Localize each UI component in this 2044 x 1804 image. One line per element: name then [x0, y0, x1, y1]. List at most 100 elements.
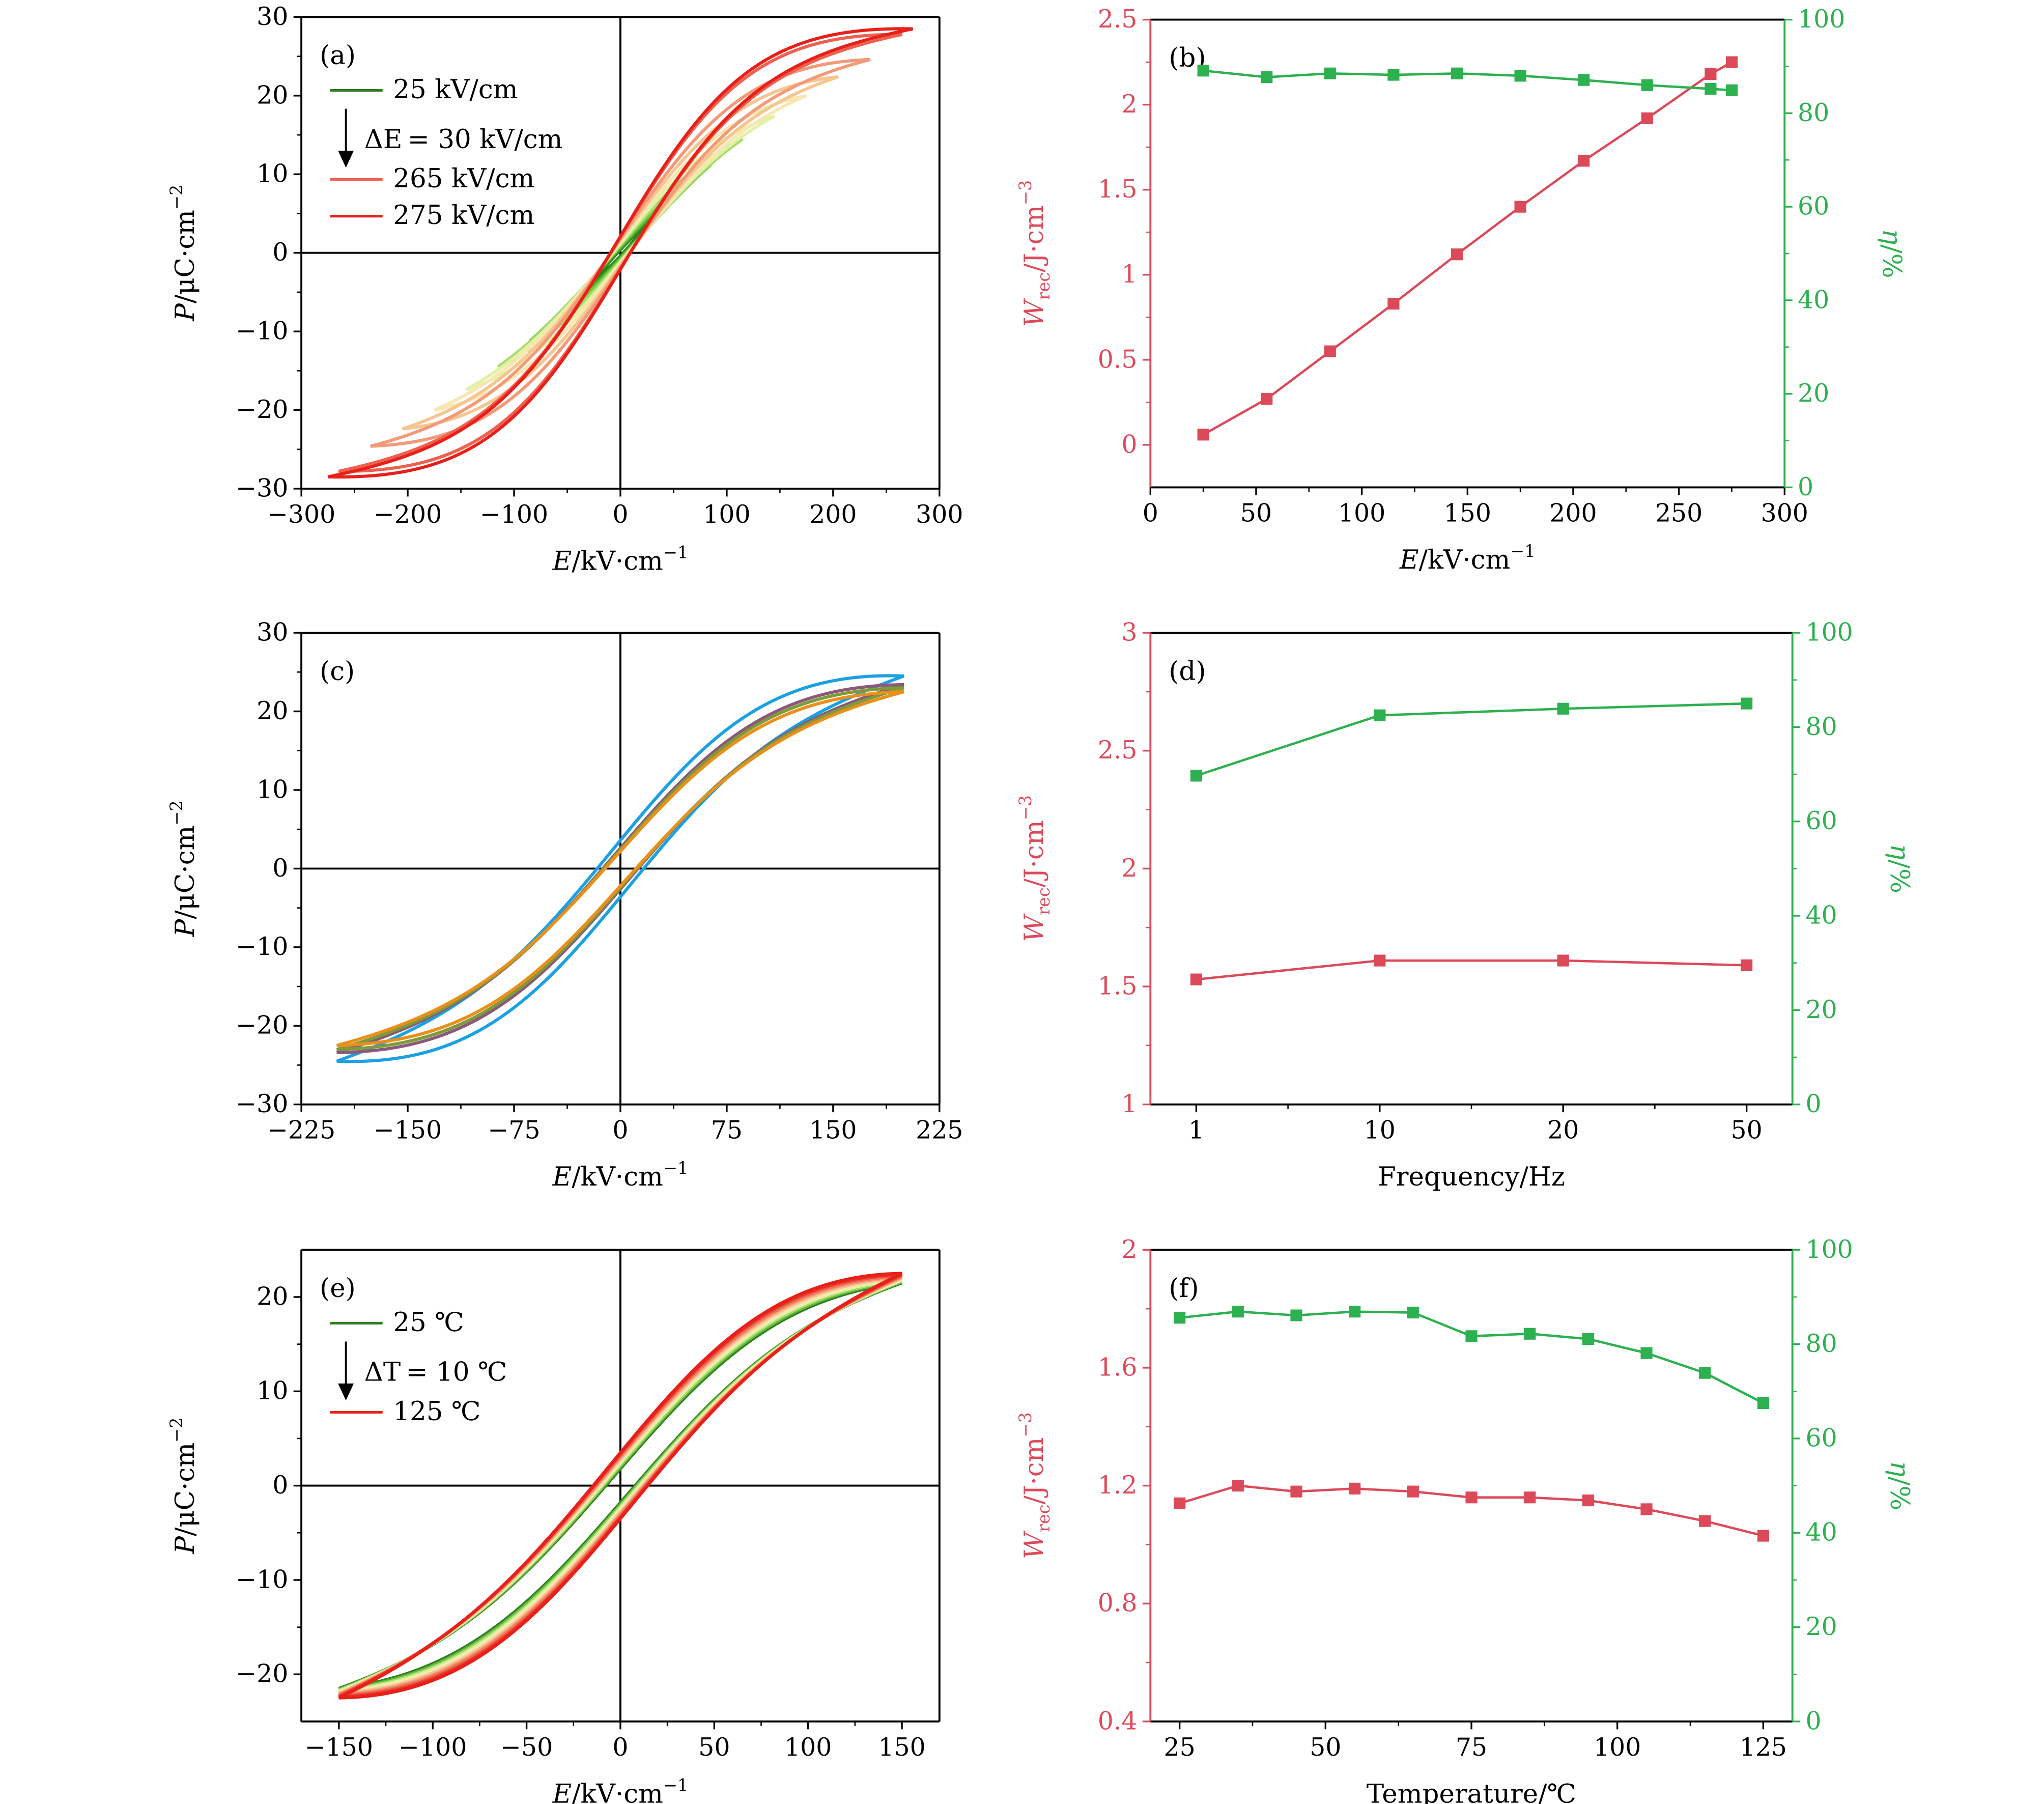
y2-tick-label: 100 [1805, 1235, 1853, 1264]
label-superscript: −1 [663, 542, 688, 562]
eta-marker [1261, 71, 1273, 83]
y2-axis-label: η/% [1884, 844, 1915, 893]
wrec-marker [1374, 954, 1386, 967]
eta-marker [1705, 83, 1717, 95]
y-tick-label: 0.8 [1098, 1589, 1138, 1618]
y-tick-label: 0.4 [1098, 1706, 1138, 1735]
label-unit: /kV·cm [1419, 545, 1511, 575]
label-unit: /μC·cm [170, 826, 201, 919]
eta-marker [1387, 69, 1400, 81]
label-superscript: −3 [1015, 1412, 1035, 1437]
wrec-marker [1578, 155, 1590, 167]
y-tick-label: −20 [236, 395, 288, 424]
label-unit: /J·cm [1019, 205, 1049, 272]
y-tick-label: 1.5 [1098, 971, 1138, 1000]
wrec-line [1202, 61, 1733, 436]
x-tick-label: 1 [1188, 1116, 1204, 1145]
label-symbol: E [1399, 545, 1419, 575]
hysteresis-loop [402, 75, 839, 431]
label-symbol: P [170, 1536, 201, 1555]
y2-tick-label: 40 [1805, 1518, 1837, 1547]
x-tick-label: 150 [809, 1116, 857, 1145]
x-tick-label: 150 [1444, 498, 1491, 527]
x-tick-label: 50 [698, 1733, 730, 1762]
x-tick-label: 50 [1310, 1733, 1341, 1762]
label-superscript: −1 [663, 1775, 688, 1795]
y-tick-label: 2.5 [1098, 5, 1138, 34]
x-axis-label: Frequency/Hz [1378, 1162, 1565, 1192]
wrec-marker [1705, 68, 1717, 80]
y2-tick-label: 60 [1798, 192, 1829, 221]
wrec-marker [1232, 1480, 1244, 1492]
step-value: = 10 ℃ [406, 1357, 507, 1388]
label-symbol: W [1019, 1530, 1049, 1559]
label-symbol: E [552, 1162, 572, 1192]
y2-tick-label: 80 [1798, 98, 1829, 127]
y-tick-label: 2 [1121, 1235, 1137, 1264]
y-tick-label: −20 [236, 1011, 288, 1040]
legend-item: 25 ℃ [393, 1307, 464, 1338]
x-tick-label: 300 [1761, 498, 1808, 527]
y2-tick-label: 80 [1805, 1329, 1837, 1358]
legend-item: 265 kV/cm [393, 163, 534, 194]
y-tick-label: 0 [272, 854, 288, 883]
label-unit: /kV·cm [572, 546, 663, 577]
y2-tick-label: 60 [1805, 1423, 1837, 1452]
x-tick-label: 0 [612, 1733, 628, 1762]
wrec-marker [1261, 393, 1273, 405]
eta-marker [1349, 1306, 1361, 1318]
wrec-marker [1324, 345, 1336, 357]
eta-marker [1324, 67, 1336, 79]
x-tick-label: −50 [500, 1733, 553, 1762]
label-symbol: W [1019, 913, 1049, 942]
label-symbol: W [1019, 298, 1049, 327]
y-tick-label: −30 [236, 1089, 288, 1118]
eta-line [1203, 69, 1732, 92]
legend-item: 25 kV/cm [393, 74, 518, 105]
y-tick-label: 10 [257, 1376, 288, 1405]
eta-marker [1174, 1312, 1186, 1324]
wrec-marker [1465, 1491, 1478, 1504]
eta-marker [1197, 65, 1209, 77]
step-symbol: ΔE [364, 124, 403, 155]
eta-marker [1741, 697, 1753, 710]
wrec-marker [1514, 201, 1526, 213]
x-tick-label: 125 [1740, 1733, 1787, 1762]
label-superscript: −2 [166, 185, 186, 210]
wrec-marker [1557, 954, 1569, 967]
label-unit: /J·cm [1019, 1437, 1049, 1505]
eta-marker [1514, 70, 1526, 82]
panel-e: −150 −100 −50 0 50 100 150−20−1001020E/kV·cm−1… [166, 1249, 941, 1804]
panel-b: 0 50 100 150 200 250 30000.511.522.50204060801… [1015, 5, 1907, 575]
wrec-marker [1451, 248, 1463, 261]
x-tick-label: 100 [784, 1733, 832, 1762]
legend: 25 ℃ ΔT = 10 ℃ 125 ℃ [330, 1307, 507, 1427]
label-superscript: −2 [166, 1418, 186, 1443]
x-tick-label: −300 [267, 500, 335, 529]
x-tick-label: 50 [1731, 1116, 1763, 1145]
panel-a: −300 −200 −100 0 100 200 300−30−20−100102030E/… [166, 2, 963, 577]
eta-marker [1578, 74, 1590, 86]
y2-tick-label: 40 [1798, 285, 1829, 314]
wrec-marker [1349, 1482, 1361, 1495]
label-unit: /% [1884, 1477, 1915, 1510]
y-tick-label: 1.6 [1098, 1352, 1138, 1382]
x-tick-label: −75 [488, 1116, 540, 1145]
label-unit: Temperature/℃ [1367, 1779, 1576, 1804]
y-tick-label: 0 [1121, 430, 1137, 459]
x-tick-label: 75 [711, 1116, 743, 1145]
eta-line [1196, 702, 1747, 777]
hysteresis-loop [434, 94, 807, 412]
hysteresis-loop [336, 690, 904, 1047]
label-unit: /μC·cm [170, 1443, 201, 1536]
step-value: = 30 kV/cm [408, 124, 563, 155]
y-axis-label: P/μC·cm−2 [166, 185, 201, 322]
panel-label: (a) [320, 40, 356, 71]
x-tick-label: 100 [1338, 498, 1385, 527]
label-superscript: −1 [663, 1158, 688, 1178]
label-unit: /% [1876, 244, 1907, 278]
y-tick-label: 1.2 [1098, 1471, 1138, 1500]
y-tick-label: −10 [236, 317, 288, 346]
x-tick-label: 0 [1143, 498, 1158, 527]
wrec-marker [1190, 973, 1202, 985]
